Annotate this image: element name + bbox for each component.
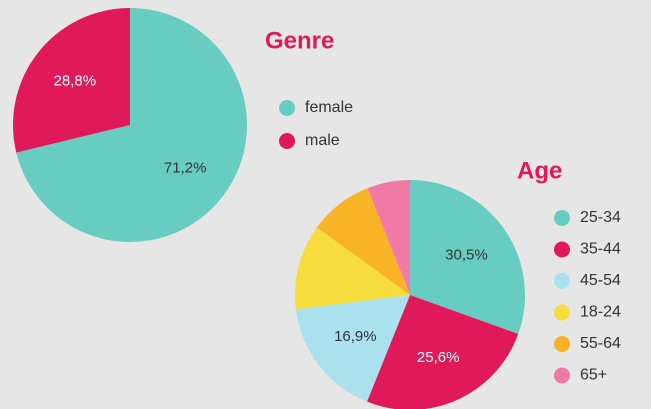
pie-slice — [316, 188, 410, 295]
legend-label: 18-24 — [580, 304, 621, 321]
value-label: 25,6% — [417, 349, 460, 366]
pie-slice — [367, 180, 410, 295]
pie-slice — [366, 295, 519, 409]
legend-swatch — [554, 336, 570, 352]
legend-label: 65+ — [580, 367, 607, 384]
pie-slice — [295, 295, 410, 402]
pie-slice — [16, 8, 248, 242]
pie-slice — [295, 227, 410, 310]
value-label: 30,5% — [445, 246, 488, 263]
chart-title: Age — [517, 157, 562, 184]
legend-swatch — [554, 367, 570, 384]
legend-swatch — [554, 210, 570, 226]
legend-swatch — [279, 133, 295, 149]
legend-swatch — [554, 241, 570, 258]
legend-label: 45-54 — [580, 272, 621, 289]
value-label: 16,9% — [334, 328, 377, 345]
legend-label: female — [305, 99, 353, 116]
legend-label: 25-34 — [580, 209, 621, 226]
legend-swatch — [554, 273, 570, 289]
legend-label: 55-64 — [580, 335, 621, 352]
legend-swatch — [279, 100, 295, 116]
pie-slice — [13, 8, 131, 153]
legend-swatch — [554, 304, 570, 321]
chart-title: Genre — [265, 27, 334, 54]
value-label: 28,8% — [54, 73, 97, 90]
pie-slice — [410, 180, 525, 334]
legend-label: 35-44 — [580, 241, 621, 258]
value-label: 71,2% — [164, 159, 207, 176]
legend-label: male — [305, 132, 340, 149]
